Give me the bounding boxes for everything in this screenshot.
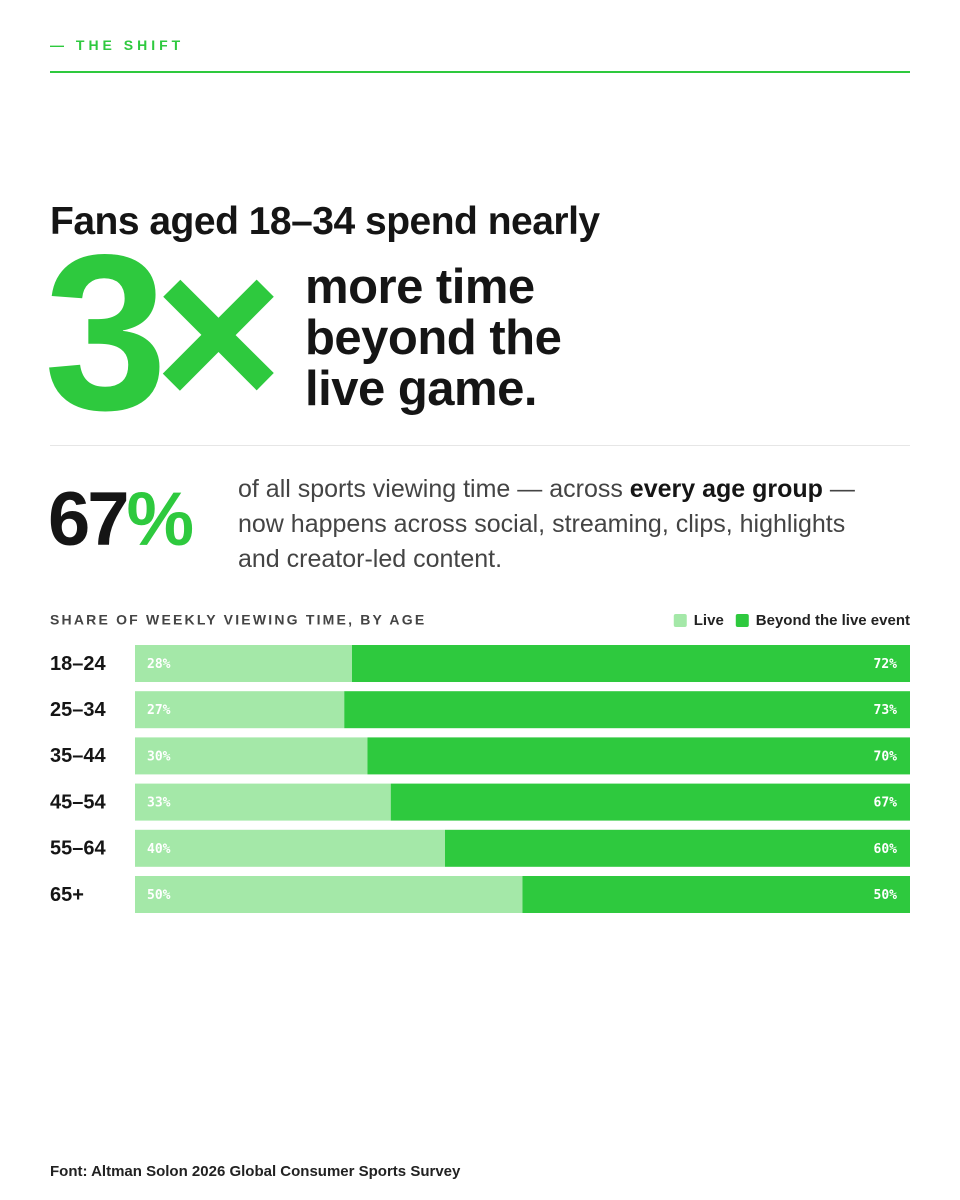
value-label: 30% bbox=[147, 749, 171, 764]
bar-segment bbox=[135, 691, 345, 729]
kicker: — THE SHIFT bbox=[50, 37, 185, 53]
headline-line: more time bbox=[305, 260, 535, 314]
value-label: 40% bbox=[147, 842, 171, 857]
headline-line: live game. bbox=[305, 362, 537, 416]
bar-segment bbox=[135, 737, 368, 775]
stat-unit: % bbox=[126, 477, 195, 562]
bar-segment bbox=[445, 829, 910, 867]
value-label: 50% bbox=[874, 888, 898, 903]
bar-segment bbox=[390, 783, 910, 821]
legend-swatch bbox=[673, 614, 687, 627]
bar-segment bbox=[135, 645, 352, 682]
value-label: 67% bbox=[874, 796, 898, 811]
bar-segment bbox=[367, 737, 910, 775]
bar-segment bbox=[135, 876, 523, 913]
category-label: 25–34 bbox=[50, 699, 106, 721]
stat-text-segment: — now happens across social, streaming, … bbox=[238, 475, 855, 573]
value-label: 50% bbox=[147, 888, 171, 903]
category-label: 35–44 bbox=[50, 745, 106, 767]
headline-lead: Fans aged 18–34 spend nearly bbox=[50, 200, 600, 243]
value-label: 73% bbox=[874, 703, 898, 718]
value-label: 70% bbox=[874, 749, 898, 764]
source: Font: Altman Solon 2026 Global Consumer … bbox=[50, 1163, 461, 1180]
value-label: 60% bbox=[874, 842, 898, 857]
stat-text: of all sports viewing time — across ever… bbox=[238, 472, 878, 577]
value-label: 33% bbox=[147, 796, 171, 811]
bar-segment bbox=[135, 829, 445, 867]
category-label: 65+ bbox=[50, 884, 84, 906]
value-label: 28% bbox=[147, 657, 171, 672]
bar-segment bbox=[344, 691, 910, 729]
chart-title: SHARE OF WEEKLY VIEWING TIME, BY AGE bbox=[50, 612, 426, 628]
divider bbox=[50, 445, 910, 446]
legend-swatch bbox=[735, 614, 749, 627]
bar-segment bbox=[135, 783, 391, 821]
headline-line: beyond the bbox=[305, 311, 562, 365]
value-label: 27% bbox=[147, 703, 171, 718]
headline-big: 3× bbox=[44, 209, 283, 457]
category-label: 55–64 bbox=[50, 838, 106, 860]
rule bbox=[50, 71, 910, 73]
category-label: 18–24 bbox=[50, 653, 106, 675]
stat-number: 67 bbox=[48, 477, 130, 562]
stat-text-segment: every age group bbox=[629, 475, 823, 503]
category-label: 45–54 bbox=[50, 791, 106, 813]
headline-lines: more time beyond the live game. bbox=[305, 260, 562, 416]
legend-label: Live bbox=[694, 612, 724, 629]
value-label: 72% bbox=[874, 657, 898, 672]
chart: SHARE OF WEEKLY VIEWING TIME, BY AGE Beyo… bbox=[50, 612, 910, 913]
legend-label: Beyond the live event bbox=[756, 612, 910, 629]
bar-segment bbox=[352, 645, 910, 682]
bar-segment bbox=[522, 876, 910, 913]
stat-text-segment: of all sports viewing time — across bbox=[238, 475, 630, 503]
stat: 67% bbox=[48, 482, 194, 558]
